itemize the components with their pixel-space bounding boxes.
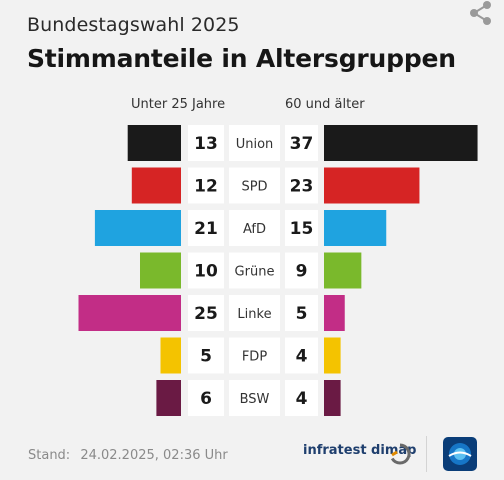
bar-left-union [127,125,181,161]
share-icon[interactable] [466,0,494,26]
value-right-spd: 23 [290,177,314,197]
left-value-box-afd [188,210,224,246]
party-box-spd [229,167,280,204]
chart-title: Stimmanteile in Altersgruppen [27,44,456,73]
bar-right-gruene [324,252,362,289]
party-label-union: Union [236,137,274,152]
bar-left-linke [78,295,181,331]
value-left-bsw: 6 [200,389,212,409]
value-right-linke: 5 [296,304,308,324]
party-label-bsw: BSW [240,392,270,407]
value-right-fdp: 4 [296,347,308,367]
left-value-box-spd [188,167,224,204]
bar-right-bsw [324,380,341,416]
value-left-spd: 12 [194,177,218,197]
footer-divider [426,436,427,472]
tagesschau-logo-icon [443,437,477,471]
supertitle: Bundestagswahl 2025 [27,14,240,36]
bar-right-union [324,125,478,161]
value-right-union: 37 [290,134,314,154]
party-box-union [229,125,280,161]
left-value-box-fdp [188,337,224,374]
legend-left: Unter 25 Jahre [131,97,226,112]
timestamp-label: Stand: [28,448,71,463]
value-left-gruene: 10 [194,262,218,282]
bar-left-spd [131,167,181,204]
right-value-box-union [285,125,318,161]
bar-left-gruene [140,252,181,289]
bar-left-bsw [156,380,181,416]
party-label-spd: SPD [241,180,267,195]
value-left-linke: 25 [194,304,218,324]
right-value-box-spd [285,167,318,204]
value-left-union: 13 [194,134,218,154]
bar-left-fdp [160,337,181,374]
timestamp: Stand: 24.02.2025, 02:36 Uhr [28,448,228,463]
left-value-box-bsw [188,380,224,416]
left-value-box-gruene [188,252,224,289]
right-value-box-fdp [285,337,318,374]
value-right-afd: 15 [290,219,314,239]
party-label-linke: Linke [237,307,271,322]
value-right-bsw: 4 [296,389,308,409]
left-value-box-union [188,125,224,161]
timestamp-value: 24.02.2025, 02:36 Uhr [80,448,228,463]
right-value-box-linke [285,295,318,331]
right-value-box-gruene [285,252,318,289]
left-value-box-linke [188,295,224,331]
bar-right-fdp [324,337,341,374]
infratest-dimap-logo-icon [390,443,411,465]
party-box-afd [229,210,280,246]
value-left-fdp: 5 [200,347,212,367]
bar-right-afd [324,210,387,246]
party-box-linke [229,295,280,331]
bar-right-spd [324,167,420,204]
right-value-box-bsw [285,380,318,416]
source-label: infratest dimap [303,443,417,458]
bar-right-linke [324,295,345,331]
party-label-gruene: Grüne [235,265,275,280]
value-right-gruene: 9 [296,262,308,282]
party-label-fdp: FDP [242,350,267,365]
party-label-afd: AfD [243,222,266,237]
value-left-afd: 21 [194,219,218,239]
legend-right: 60 und älter [285,97,365,112]
party-box-bsw [229,380,280,416]
bar-left-afd [94,210,181,246]
right-value-box-afd [285,210,318,246]
party-box-fdp [229,337,280,374]
party-box-gruene [229,252,280,289]
